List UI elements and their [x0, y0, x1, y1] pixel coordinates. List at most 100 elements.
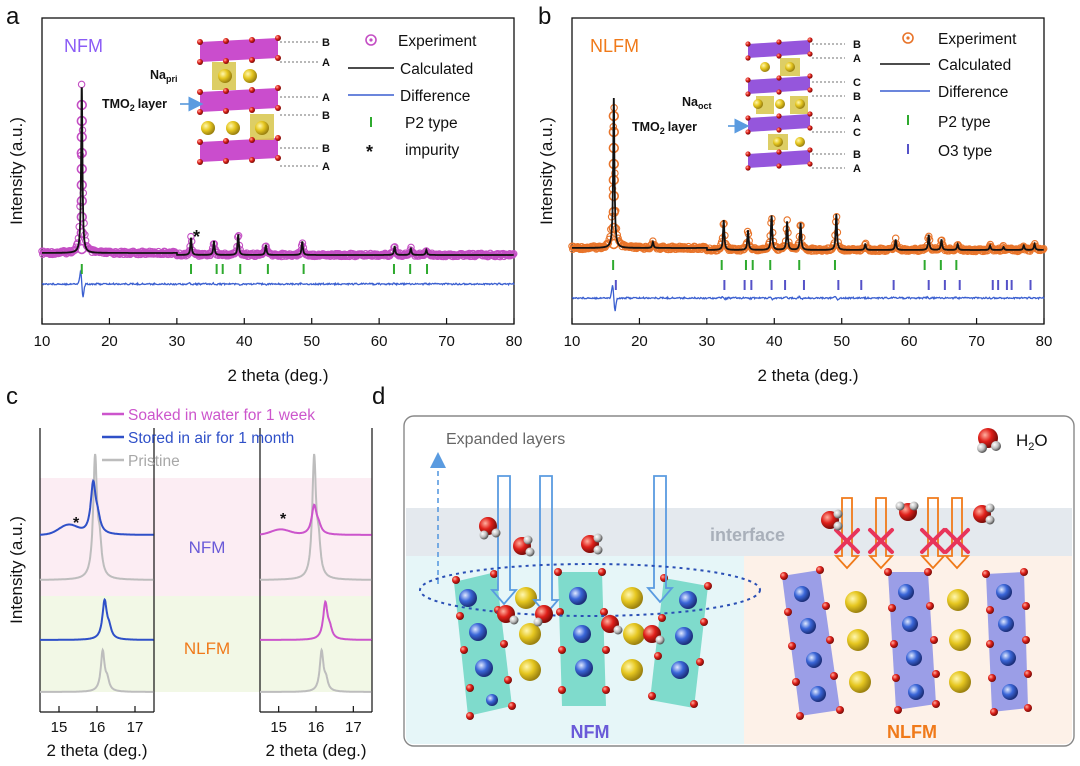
- chart-a: 10 20 30 40 50 60 70 80 2 theta (deg.) Intensit…: [7, 17, 523, 385]
- c-nlfm-air-left: [40, 597, 154, 641]
- chart-b-xtick-label: 20: [631, 333, 648, 350]
- c-nfm-pristine-right: [259, 453, 372, 581]
- chart-b-difference-line: [571, 285, 1045, 312]
- chart-b-xtick-label: 60: [901, 333, 918, 350]
- c-nfm-pristine-left: [39, 453, 154, 581]
- legend-c-water: Soaked in water for 1 week: [128, 407, 315, 424]
- chart-c-star-right: *: [280, 511, 287, 528]
- chart-a-xtick-label: 20: [101, 333, 118, 350]
- chart-a-xtick-label: 30: [169, 333, 186, 350]
- legend-b: Experiment Calculated Difference P2 type…: [880, 31, 1017, 160]
- chart-a-exp-point: [435, 250, 444, 258]
- d-interface-label: interface: [710, 525, 785, 545]
- chart-a-title: NFM: [64, 36, 103, 56]
- chart-a-exp-point: [77, 80, 86, 89]
- panel-label-d: d: [372, 383, 385, 410]
- legend-a-star: *: [366, 142, 373, 162]
- chart-b-xtick-label: 80: [1036, 333, 1053, 350]
- c-nlfm-pristine-right: [260, 647, 372, 693]
- inset-a-layer-0: B: [322, 37, 330, 49]
- inset-a-layer-3: B: [322, 110, 330, 122]
- inset-a-tmo-label: TMO2 layer: [102, 97, 167, 113]
- d-nlfm-water: [821, 501, 995, 531]
- chart-a-exp-peak-point: [76, 227, 87, 239]
- panel-label-c: c: [6, 383, 18, 410]
- chart-b-xtick-label: 10: [564, 333, 581, 350]
- chart-a-exp-peak-point: [76, 211, 87, 223]
- chart-b-title: NLFM: [590, 36, 639, 56]
- chart-b-exp-point: [716, 244, 724, 253]
- chart-c-xlabel-left: 2 theta (deg.): [46, 741, 147, 760]
- chart-a-xlabel: 2 theta (deg.): [227, 366, 328, 385]
- legend-b-difference: Difference: [938, 84, 1008, 101]
- c-nlfm-pristine-left: [40, 647, 154, 693]
- chart-a-xtick-label: 10: [34, 333, 51, 350]
- structure-inset-b: B A C B A C B A Naoct TMO2 layer: [632, 37, 861, 175]
- legend-b-p2: P2 type: [938, 114, 991, 131]
- chart-c-ylabel: Intensity (a.u.): [7, 516, 26, 624]
- legend-c: Soaked in water for 1 week Stored in air…: [102, 407, 315, 470]
- chart-b-ylabel: Intensity (a.u.): [537, 117, 556, 225]
- legend-a-experiment: Experiment: [398, 33, 477, 50]
- legend-a-difference: Difference: [400, 88, 470, 105]
- c-xtick-label: 15: [51, 719, 68, 736]
- c-nfm-water-right: [260, 503, 372, 536]
- legend-c-air: Stored in air for 1 month: [128, 430, 294, 447]
- chart-a-difference-line: [41, 269, 515, 298]
- panel-label-b: b: [538, 3, 551, 30]
- c-bg-nlfm-right: [260, 596, 372, 692]
- chart-a-calculated-line: [42, 87, 514, 256]
- structure-inset-a: B A A B B A Napri TMO2 layer: [102, 35, 330, 173]
- chart-a-ylabel: Intensity (a.u.): [7, 117, 26, 225]
- chart-c: 15 16 17 15 16 17 2 theta (deg.) 2 theta (deg…: [7, 407, 373, 760]
- chart-a-frame: [41, 17, 515, 325]
- chart-b-xtick-label: 70: [968, 333, 985, 350]
- d-nlfm-slabs: [780, 566, 1032, 720]
- legend-c-pristine: Pristine: [128, 453, 180, 470]
- inset-a-layer-1: A: [322, 57, 330, 69]
- chart-a-xtick-label: 60: [371, 333, 388, 350]
- inset-b-layer-6: B: [853, 149, 861, 161]
- chart-c-row-nlfm: NLFM: [184, 639, 230, 658]
- chart-b-calculated-line: [572, 97, 1044, 251]
- c-bg-nlfm-left: [40, 596, 154, 692]
- inset-b-layer-3: B: [853, 91, 861, 103]
- chart-b-exp-peak-point: [608, 206, 620, 218]
- legend-b-experiment: Experiment: [938, 31, 1017, 48]
- legend-a: Experiment Calculated Difference P2 type…: [348, 33, 477, 162]
- chart-c-star-left: *: [73, 515, 80, 532]
- inset-b-layer-5: C: [853, 127, 861, 139]
- chart-a-xtick-label: 50: [303, 333, 320, 350]
- inset-b-layer-1: A: [853, 53, 861, 65]
- d-nlfm-arrows: [833, 497, 971, 570]
- legend-a-calculated: Calculated: [400, 61, 473, 78]
- c-xtick-label: 17: [127, 719, 144, 736]
- c-xtick-label: 16: [89, 719, 106, 736]
- inset-b-tmo-label: TMO2 layer: [632, 120, 697, 136]
- legend-a-p2: P2 type: [405, 115, 458, 132]
- chart-b-xtick-label: 30: [699, 333, 716, 350]
- d-water-legend: H2O: [977, 428, 1048, 453]
- chart-a-xtick-label: 80: [506, 333, 523, 350]
- d-nfm-arrows: [419, 475, 761, 617]
- chart-a-impurity-star: *: [193, 227, 200, 247]
- d-nfm-slabs: [452, 568, 712, 720]
- inset-a-layer-5: A: [322, 161, 330, 173]
- inset-b-na-label: Naoct: [682, 95, 711, 111]
- inset-b-layer-0: B: [853, 39, 861, 51]
- d-nlfm-label: NLFM: [887, 722, 937, 742]
- chart-b-exp-point: [603, 240, 612, 248]
- chart-a-exp-point: [231, 248, 240, 256]
- chart-c-row-nfm: NFM: [189, 538, 226, 557]
- legend-a-impurity: impurity: [405, 142, 460, 159]
- chart-b-xlabel: 2 theta (deg.): [757, 366, 858, 385]
- c-xtick-label: 17: [345, 719, 362, 736]
- chart-a-xtick-label: 40: [236, 333, 253, 350]
- inset-b-layer-4: A: [853, 113, 861, 125]
- chart-b-exp-peak-point: [608, 190, 620, 202]
- chart-a-xtick-label: 70: [438, 333, 455, 350]
- legend-b-o3: O3 type: [938, 143, 992, 160]
- chart-a-exp-point: [69, 247, 78, 255]
- legend-b-calculated: Calculated: [938, 57, 1011, 74]
